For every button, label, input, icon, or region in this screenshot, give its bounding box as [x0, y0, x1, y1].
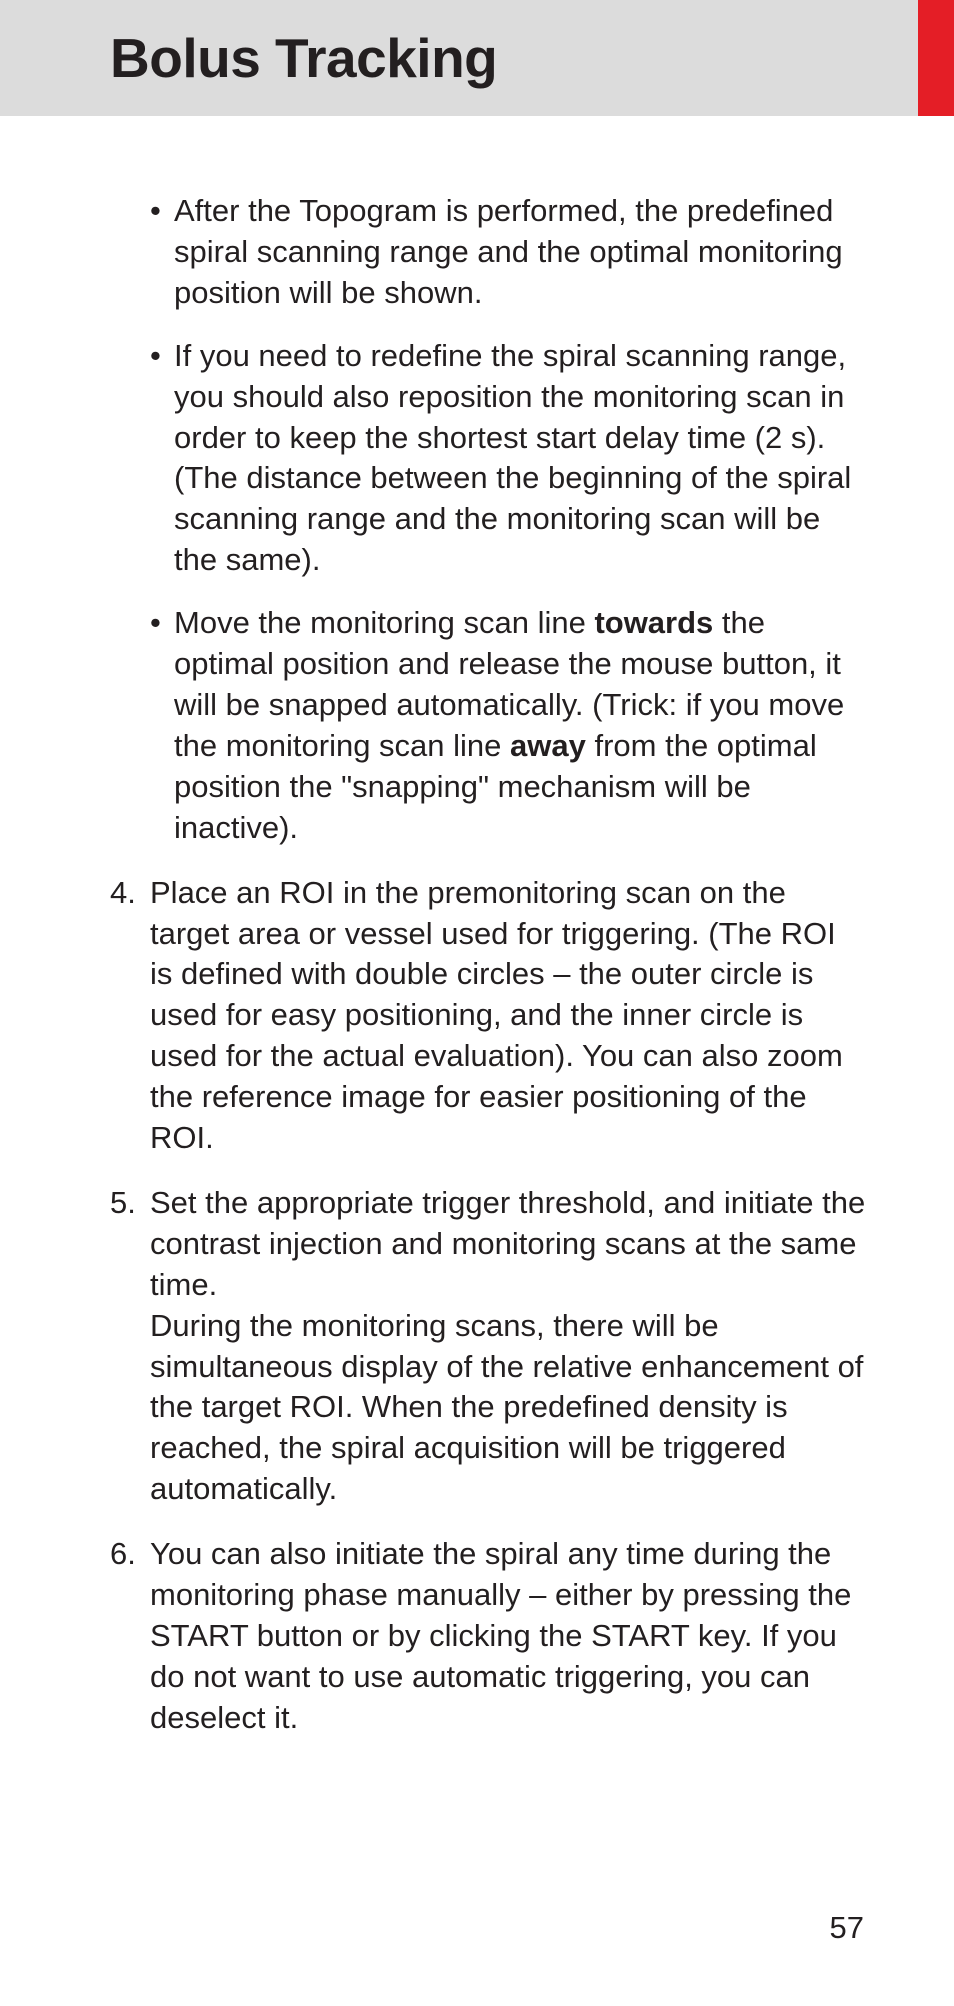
item-number: 6. [110, 1534, 136, 1575]
numbered-list: 4. Place an ROI in the premonitoring sca… [110, 873, 866, 1739]
page-title: Bolus Tracking [110, 26, 497, 90]
bullet-item: • Move the monitoring scan line towards … [150, 603, 866, 848]
numbered-item: 6. You can also initiate the spiral any … [110, 1534, 866, 1739]
bullet-bold: towards [594, 605, 713, 640]
bullet-bold: away [510, 728, 586, 763]
header-accent-tab [918, 0, 954, 116]
item-text: You can also initiate the spiral any tim… [150, 1536, 851, 1735]
bullet-dot: • [150, 603, 161, 644]
item-text: During the monitoring scans, there will … [150, 1308, 863, 1507]
page-content: • After the Topogram is performed, the p… [0, 116, 954, 1739]
numbered-item: 5. Set the appropriate trigger threshold… [110, 1183, 866, 1510]
bullet-item: • If you need to redefine the spiral sca… [150, 336, 866, 581]
page-header: Bolus Tracking [0, 0, 954, 116]
bullet-text-part: Move the monitoring scan line [174, 605, 594, 640]
bullet-text: After the Topogram is performed, the pre… [174, 193, 843, 310]
item-text: Place an ROI in the premonitoring scan o… [150, 875, 843, 1155]
bullet-text: If you need to redefine the spiral scann… [174, 338, 851, 578]
bullet-dot: • [150, 336, 161, 377]
item-number: 5. [110, 1183, 136, 1224]
item-number: 4. [110, 873, 136, 914]
bullet-list: • After the Topogram is performed, the p… [150, 191, 866, 849]
item-text: Set the appropriate trigger threshold, a… [150, 1185, 865, 1302]
bullet-dot: • [150, 191, 161, 232]
numbered-item: 4. Place an ROI in the premonitoring sca… [110, 873, 866, 1159]
page-number: 57 [830, 1910, 864, 1946]
bullet-item: • After the Topogram is performed, the p… [150, 191, 866, 314]
